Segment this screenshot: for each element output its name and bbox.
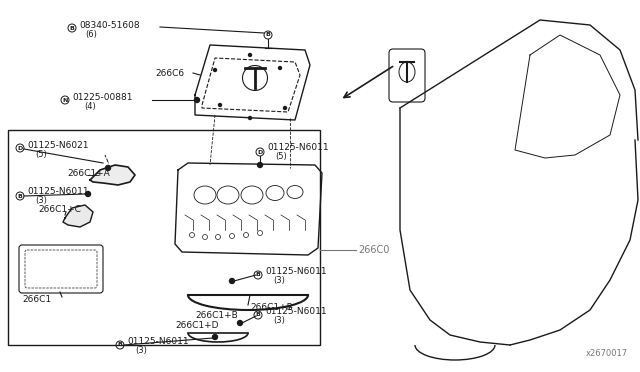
Text: N: N bbox=[62, 97, 68, 103]
Text: 01125-N6011: 01125-N6011 bbox=[265, 307, 326, 315]
Circle shape bbox=[248, 54, 252, 57]
Text: (6): (6) bbox=[85, 29, 97, 38]
Text: 01125-N6011: 01125-N6011 bbox=[267, 144, 328, 153]
Text: (3): (3) bbox=[273, 276, 285, 285]
Text: 01125-N6011: 01125-N6011 bbox=[27, 187, 88, 196]
Text: (5): (5) bbox=[275, 153, 287, 161]
Text: 266C1+B: 266C1+B bbox=[250, 304, 292, 312]
Text: 08340-51608: 08340-51608 bbox=[79, 20, 140, 29]
Text: (3): (3) bbox=[35, 196, 47, 205]
Circle shape bbox=[278, 67, 282, 70]
Text: 266C1+D: 266C1+D bbox=[175, 321, 218, 330]
Text: 266C1+B: 266C1+B bbox=[195, 311, 237, 320]
Polygon shape bbox=[90, 165, 135, 185]
Text: 266C1: 266C1 bbox=[22, 295, 51, 305]
Text: 266C1+C: 266C1+C bbox=[38, 205, 81, 215]
Text: B: B bbox=[17, 193, 22, 199]
Circle shape bbox=[218, 103, 221, 106]
Text: B: B bbox=[255, 312, 260, 317]
Text: B: B bbox=[118, 343, 122, 347]
Text: (3): (3) bbox=[135, 346, 147, 355]
Text: 01225-00881: 01225-00881 bbox=[72, 93, 132, 102]
Text: 266C6: 266C6 bbox=[155, 68, 184, 77]
Bar bbox=[8, 130, 320, 345]
Circle shape bbox=[212, 334, 218, 340]
Text: (3): (3) bbox=[273, 315, 285, 324]
Circle shape bbox=[230, 279, 234, 283]
Text: (5): (5) bbox=[35, 150, 47, 158]
Circle shape bbox=[284, 106, 287, 109]
Circle shape bbox=[106, 166, 111, 170]
Circle shape bbox=[237, 321, 243, 326]
Text: (4): (4) bbox=[84, 102, 96, 110]
Text: B: B bbox=[70, 26, 74, 31]
Text: B: B bbox=[266, 32, 271, 38]
Circle shape bbox=[86, 192, 90, 196]
Circle shape bbox=[195, 97, 200, 103]
Text: D: D bbox=[257, 150, 262, 154]
Text: x2670017: x2670017 bbox=[586, 349, 628, 358]
Text: 266C1+A: 266C1+A bbox=[67, 169, 109, 177]
Polygon shape bbox=[63, 205, 93, 227]
Text: 01125-N6011: 01125-N6011 bbox=[265, 266, 326, 276]
Circle shape bbox=[248, 116, 252, 119]
Text: D: D bbox=[17, 145, 22, 151]
Text: 266C0: 266C0 bbox=[358, 245, 389, 255]
Circle shape bbox=[214, 68, 216, 71]
Text: B: B bbox=[255, 273, 260, 278]
Text: 01125-N6011: 01125-N6011 bbox=[127, 337, 189, 346]
Text: 01125-N6021: 01125-N6021 bbox=[27, 141, 88, 150]
Circle shape bbox=[257, 163, 262, 167]
